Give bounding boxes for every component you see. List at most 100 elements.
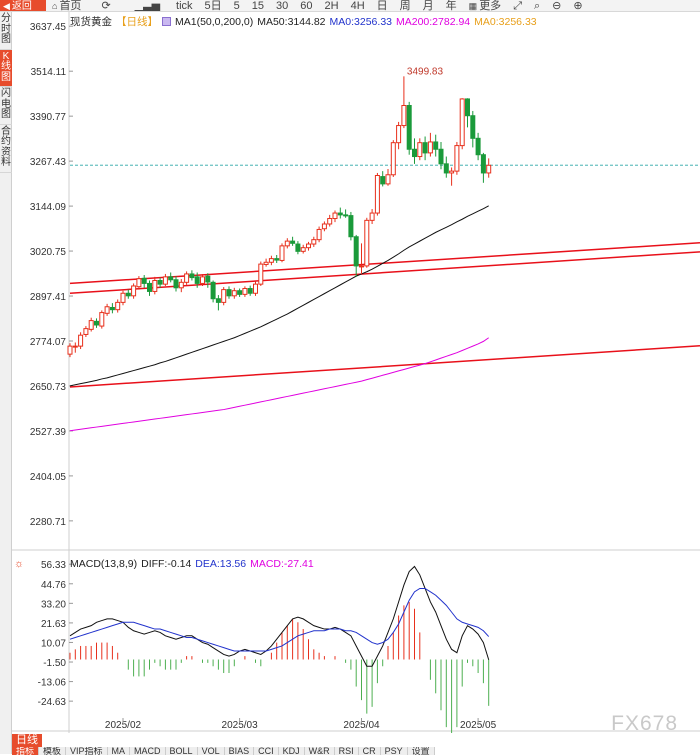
- candle-body: [300, 247, 306, 252]
- top-toolbar: ◀ 返回 ⌂ 首页 ⟳ ▁▃▅ tick 5日 5 15 30 60 2H 4H 日…: [0, 0, 700, 12]
- candle-body: [120, 292, 126, 303]
- side-tab-flash[interactable]: 闪电图: [0, 87, 12, 125]
- candle-body: [141, 277, 147, 284]
- period-5day[interactable]: 5日: [204, 0, 222, 12]
- wr-tab[interactable]: W&R: [304, 747, 335, 755]
- candle-body: [131, 285, 137, 297]
- more-button[interactable]: ▦ 更多: [463, 0, 508, 12]
- candle-body: [295, 243, 301, 252]
- candle-body: [72, 345, 78, 348]
- back-label: 返回: [11, 0, 32, 12]
- cci-tab[interactable]: CCI: [254, 747, 279, 755]
- fullscreen-icon[interactable]: ⤢: [513, 0, 522, 12]
- side-tab-contract[interactable]: 合约资料: [0, 125, 12, 173]
- candle-body: [67, 345, 73, 355]
- boll-tab[interactable]: BOLL: [165, 747, 198, 755]
- candle-body: [443, 163, 449, 174]
- vip-indicator-tab[interactable]: VIP指标: [66, 747, 108, 755]
- price-legend: 现货黄金 【日线】 MA1(50,0,200,0) MA50:3144.82 M…: [70, 14, 537, 29]
- candle-body: [215, 298, 221, 303]
- period-year[interactable]: 年: [445, 0, 457, 12]
- kdj-tab[interactable]: KDJ: [278, 747, 305, 755]
- price-chart[interactable]: 3637.45 3514.11 3390.77 3267.43 3144.09 3020.…: [12, 12, 700, 733]
- candle-body: [94, 320, 99, 326]
- macd-name: MACD(13,8,9): [70, 558, 138, 570]
- candle-body: [290, 240, 296, 244]
- x-tick-label: 2025/04: [343, 720, 380, 731]
- candle-body: [205, 275, 211, 283]
- period-30min[interactable]: 30: [276, 0, 289, 12]
- period-month[interactable]: 月: [422, 0, 434, 12]
- period-60min[interactable]: 60: [300, 0, 313, 12]
- candle-body: [332, 212, 338, 220]
- candle-body: [454, 145, 460, 172]
- period-2h[interactable]: 2H: [324, 0, 339, 12]
- price-tick-label: 3144.09: [30, 202, 67, 213]
- period-4h[interactable]: 4H: [350, 0, 365, 12]
- more-grid-icon: ▦: [468, 1, 478, 11]
- side-tabs: 分时图 K线图 闪电图 合约资料: [0, 12, 12, 754]
- candle-body: [104, 306, 110, 314]
- macd-legend: MACD(13,8,9) DIFF:-0.14 DEA:13.56 MACD:-…: [70, 558, 314, 570]
- macd-tab[interactable]: MACD: [130, 747, 166, 755]
- channel-trendline: [69, 251, 700, 295]
- home-button[interactable]: ⌂ 首页: [46, 0, 87, 12]
- template-tab[interactable]: 模板: [39, 747, 67, 755]
- indicator-tabs: 指标 模板 VIP指标 MA MACD BOLL VOL BIAS CCI KD…: [12, 747, 435, 755]
- ma-settings-icon[interactable]: [162, 17, 171, 26]
- settings-tab[interactable]: 设置: [407, 747, 435, 755]
- candle-body: [258, 263, 264, 285]
- ma50-line: [69, 205, 489, 387]
- candle-body: [162, 276, 168, 285]
- macd-tick-label: 10.07: [41, 638, 66, 649]
- back-button[interactable]: ◀ 返回: [0, 0, 46, 12]
- psy-tab[interactable]: PSY: [380, 747, 408, 755]
- bias-tab[interactable]: BIAS: [224, 747, 255, 755]
- candle-body: [306, 243, 311, 249]
- candle-body: [189, 273, 195, 279]
- zoom-out-icon[interactable]: ⊖: [552, 0, 562, 12]
- period-tick[interactable]: tick: [176, 0, 193, 12]
- macd-dea: DEA:13.56: [195, 558, 247, 570]
- vol-tab[interactable]: VOL: [197, 747, 225, 755]
- macd-tick-label: 21.63: [41, 619, 66, 630]
- chart-type-icon[interactable]: ▁▃▅: [134, 0, 161, 12]
- candle-body: [401, 105, 407, 127]
- zoom-in-icon[interactable]: ⊕: [573, 0, 583, 12]
- candle-body: [406, 105, 412, 150]
- candle-body: [136, 278, 142, 288]
- candle-body: [279, 245, 285, 261]
- period-day[interactable]: 日: [376, 0, 388, 12]
- search-icon[interactable]: ⌕: [534, 0, 541, 12]
- candle-body: [194, 276, 200, 284]
- side-tab-kline[interactable]: K线图: [0, 49, 12, 87]
- side-tab-timeshare[interactable]: 分时图: [0, 12, 12, 50]
- price-tick-label: 3637.45: [30, 22, 67, 33]
- candle-body: [274, 258, 280, 261]
- period-15min[interactable]: 15: [251, 0, 265, 12]
- rsi-tab[interactable]: RSI: [334, 747, 359, 755]
- candle-body: [242, 288, 248, 295]
- ma-tab[interactable]: MA: [107, 747, 131, 755]
- period-tag[interactable]: 日线: [12, 734, 42, 747]
- cr-tab[interactable]: CR: [358, 747, 381, 755]
- candle-body: [237, 290, 243, 295]
- candle-body: [316, 228, 322, 241]
- candle-body: [475, 137, 481, 156]
- period-5min[interactable]: 5: [233, 0, 240, 12]
- more-label: 更多: [479, 0, 502, 12]
- indicator-tab[interactable]: 指标: [12, 747, 40, 755]
- candle-body: [327, 218, 333, 225]
- macd-settings-icon[interactable]: ☼: [14, 558, 25, 570]
- period-week[interactable]: 周: [399, 0, 411, 12]
- candle-body: [78, 334, 84, 347]
- candle-body: [321, 223, 327, 230]
- refresh-icon[interactable]: ⟳: [101, 0, 111, 12]
- candle-body: [226, 289, 232, 297]
- price-tick-label: 2527.39: [30, 427, 67, 438]
- watermark-logo: FX678: [611, 712, 678, 735]
- candle-body: [374, 175, 380, 214]
- candle-body: [157, 280, 163, 285]
- candle-body: [253, 283, 258, 294]
- channel-trendline: [69, 242, 700, 285]
